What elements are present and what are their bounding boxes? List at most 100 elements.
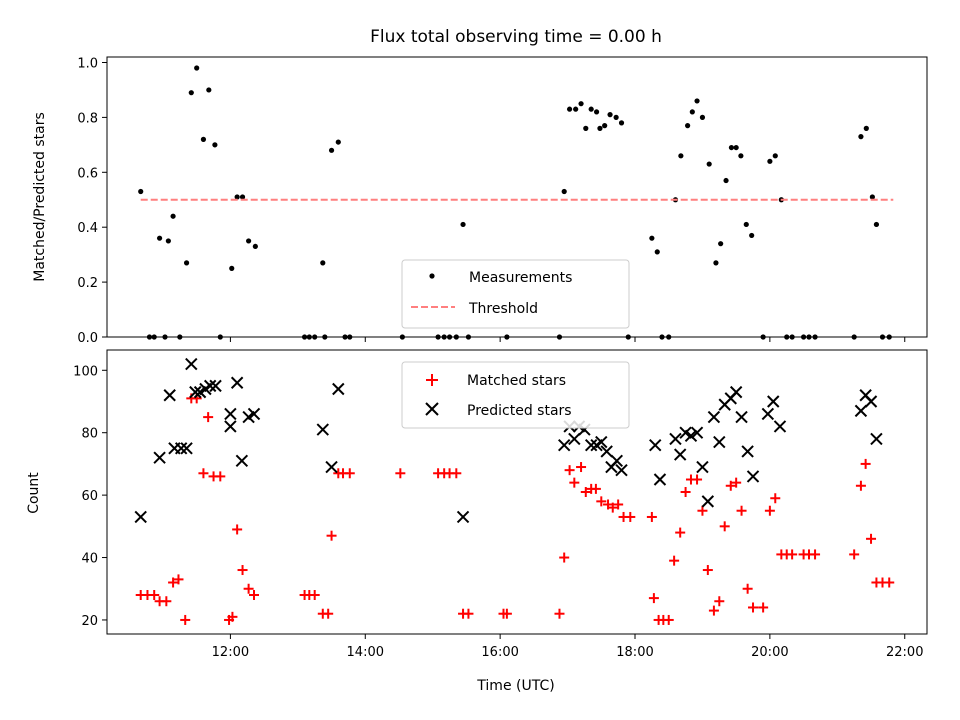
predicted-star-point (224, 420, 237, 433)
measurement-point (188, 90, 194, 96)
matched-star-point (714, 596, 725, 607)
measurement-point (252, 243, 258, 250)
top-y-tick-label: 0.6 (77, 166, 98, 181)
measurement-point (694, 98, 700, 104)
measurement-point (156, 235, 163, 241)
matched-star-point (731, 477, 742, 488)
measurement-point (320, 260, 326, 266)
predicted-star-point (456, 510, 470, 524)
measurement-point (588, 106, 594, 112)
predicted-star-point (649, 438, 662, 452)
predicted-star-point (332, 382, 345, 396)
matched-star-point (680, 487, 691, 497)
matched-star-point (576, 462, 587, 473)
matched-star-point (646, 511, 657, 522)
matched-star-point (648, 593, 659, 604)
bottom-y-axis-label: Count (26, 472, 42, 514)
measurement-point (566, 106, 573, 112)
matched-star-point (232, 524, 243, 535)
predicted-star-point (325, 460, 338, 474)
top-data-marks (138, 65, 894, 340)
predicted-star-point (773, 420, 787, 433)
top-plot-frame (106, 56, 928, 338)
predicted-star-point (870, 432, 883, 446)
matched-star-point (613, 499, 624, 510)
matched-star-point (669, 555, 680, 566)
matched-star-point (770, 493, 781, 504)
measurement-point (212, 142, 218, 148)
measurement-point (738, 153, 744, 159)
predicted-star-point (557, 438, 571, 452)
matched-star-point (309, 589, 320, 600)
ratio-panel: Flux total observing time = 0.00 h Match… (32, 27, 928, 346)
matched-star-point (692, 474, 703, 485)
bottom-y-tick-label: 60 (81, 489, 98, 504)
top-legend-box (401, 259, 630, 329)
predicted-star-point (163, 389, 176, 402)
matched-star-point (742, 583, 753, 594)
predicted-star-point (568, 432, 581, 446)
top-y-axis-label: Matched/Predicted stars (32, 112, 48, 282)
matched-star-point (748, 602, 759, 613)
matched-star-point (559, 552, 570, 563)
matched-star-point (243, 583, 254, 594)
measurement-point (597, 125, 603, 131)
predicted-star-point (701, 495, 715, 508)
measurement-point (583, 125, 589, 131)
bottom-y-tick-label: 80 (81, 427, 98, 442)
measurement-point (649, 235, 655, 241)
measurement-point (689, 109, 695, 115)
matched-star-point (227, 611, 238, 622)
predicted-star-point (854, 404, 868, 418)
top-y-tick-label: 1.0 (77, 56, 98, 71)
matched-star-point (501, 608, 512, 619)
x-axis-label: Time (UTC) (476, 678, 554, 694)
x-tick-label: 14:00 (347, 645, 384, 660)
matched-star-point (625, 511, 636, 522)
predicted-star-point (767, 395, 780, 408)
matched-star-point (725, 480, 736, 491)
measurement-point (229, 265, 235, 271)
bottom-data-marks (134, 357, 895, 625)
matched-star-point (884, 577, 895, 588)
matched-star-point (569, 477, 580, 488)
matched-star-point (344, 468, 355, 479)
predicted-star-point (684, 429, 698, 443)
x-tick-label: 22:00 (886, 645, 923, 660)
x-tick-label: 18:00 (616, 645, 653, 660)
measurement-point (723, 177, 729, 184)
matched-star-point (697, 505, 708, 516)
measurement-point (138, 188, 144, 195)
top-y-ticks: 0.0 0.2 0.4 0.6 0.8 1.0 (77, 56, 107, 346)
predicted-star-point (864, 395, 878, 408)
measurement-point (713, 260, 719, 266)
predicted-star-point (615, 463, 628, 477)
predicted-star-point (653, 473, 667, 486)
measurement-point (706, 161, 712, 167)
predicted-star-point (673, 448, 687, 461)
legend-predicted-label: Predicted stars (467, 403, 572, 419)
measurement-point (863, 125, 869, 131)
matched-star-point (580, 487, 591, 497)
x-tick-label: 12:00 (212, 645, 249, 660)
predicted-star-point (761, 407, 775, 421)
matched-star-point (596, 496, 607, 507)
predicted-star-point (174, 442, 188, 455)
predicted-star-point (189, 385, 202, 399)
predicted-star-point (713, 435, 726, 449)
measurement-point (206, 87, 212, 93)
measurement-point (194, 65, 200, 71)
predicted-star-point (696, 460, 709, 474)
chart-title: Flux total observing time = 0.00 h (370, 27, 662, 47)
measurement-point (618, 120, 625, 126)
measurement-point (858, 134, 864, 140)
measurement-point (200, 136, 207, 142)
predicted-star-point (180, 442, 193, 455)
bottom-plot-frame (106, 349, 928, 635)
legend-matched-label: Matched stars (467, 373, 566, 389)
measurement-point (170, 213, 176, 219)
predicted-star-point (203, 379, 217, 393)
matched-star-point (203, 412, 214, 423)
predicted-star-point (209, 379, 222, 393)
